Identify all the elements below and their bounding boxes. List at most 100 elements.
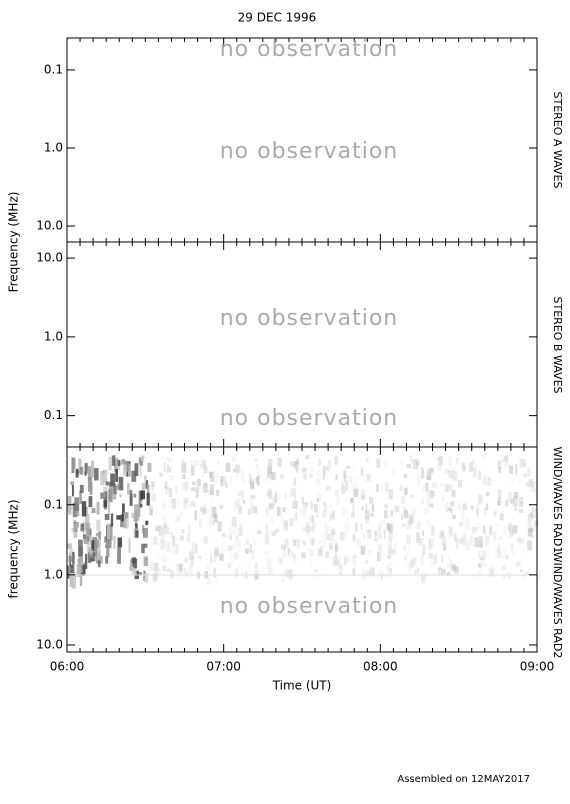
spectrogram-texture (527, 521, 532, 533)
spectrogram-texture (426, 469, 432, 481)
spectrogram-texture (416, 567, 420, 573)
spectrogram-texture (251, 478, 254, 488)
spectrogram-texture (232, 541, 238, 551)
spectrogram-texture (486, 503, 489, 511)
spectrogram-texture (162, 515, 167, 527)
spectrogram-texture (346, 554, 350, 563)
spectrogram-texture (254, 562, 258, 569)
spectrogram-texture (456, 457, 459, 464)
spectrogram-texture (532, 522, 536, 532)
spectrogram-texture (318, 458, 322, 466)
instrument-label: STEREO B WAVES (551, 297, 564, 394)
spectrogram-texture (461, 511, 466, 520)
spectrogram-texture (248, 473, 252, 481)
spectrogram-texture (512, 495, 518, 506)
spectrogram-texture (249, 498, 253, 507)
spectrogram-texture (241, 490, 244, 500)
spectrogram-texture (315, 478, 321, 485)
spectrogram-texture (312, 522, 316, 532)
spectrogram-texture (203, 483, 208, 487)
spectrogram-texture (438, 456, 443, 466)
spectrogram-texture (107, 500, 111, 515)
spectrogram-texture (352, 568, 356, 577)
spectrogram-texture (481, 550, 486, 559)
spectrogram-texture (286, 508, 290, 515)
spectrogram-texture (265, 551, 270, 562)
spectrogram-texture (238, 505, 242, 514)
spectrogram-texture (409, 560, 414, 569)
spectrogram-texture (116, 515, 121, 520)
spectrogram-texture (366, 529, 370, 533)
spectrogram-texture (96, 501, 100, 515)
spectrogram-texture (284, 492, 287, 499)
spectrogram-texture (518, 478, 522, 485)
spectrogram-texture (317, 494, 322, 502)
spectrogram-texture (448, 456, 452, 466)
spectrogram-texture (511, 479, 516, 487)
spectrogram-texture (485, 492, 490, 496)
spectrogram-texture (144, 475, 147, 481)
spectrogram-texture (498, 467, 501, 473)
spectrogram-texture (323, 501, 326, 505)
spectrogram-texture (201, 459, 207, 470)
spectrogram-texture (409, 494, 414, 499)
spectrogram-texture (355, 477, 359, 482)
spectrogram-texture (424, 507, 429, 514)
spectrogram-texture (138, 503, 141, 517)
spectrogram-texture (514, 502, 518, 511)
spectrogram-texture (79, 490, 82, 504)
spectrogram-texture (448, 457, 452, 468)
spectrogram-texture (116, 484, 120, 490)
spectrogram-texture (476, 522, 481, 529)
spectrogram-texture (384, 481, 389, 492)
no-observation-note: no observation (220, 139, 399, 164)
spectrogram-texture (166, 568, 171, 572)
spectrogram-texture (72, 458, 76, 469)
spectrogram-texture (281, 572, 285, 583)
spectrogram-texture (71, 527, 75, 533)
spectrogram-texture (289, 461, 294, 467)
spectrogram-texture (149, 486, 155, 498)
spectrogram-texture (498, 489, 502, 500)
spectrogram-texture (250, 481, 255, 490)
spectrogram-texture (421, 574, 426, 584)
spectrogram-texture (510, 548, 516, 553)
spectrogram-texture (303, 473, 307, 480)
spectrogram-texture (407, 563, 412, 573)
spectrogram-texture (413, 557, 417, 567)
spectrogram-texture (406, 474, 409, 480)
spectrogram-texture (462, 503, 467, 511)
spectrogram-texture (103, 469, 108, 483)
spectrogram-texture (461, 465, 466, 472)
spectrogram-texture (331, 510, 335, 520)
spectrogram-texture (242, 499, 246, 504)
spectrogram-texture (248, 508, 251, 515)
spectrogram-texture (411, 507, 416, 516)
spectrogram-texture (251, 533, 256, 541)
spectrogram-texture (319, 544, 325, 549)
spectrogram-texture (295, 468, 299, 473)
no-observation-note: no observation (220, 594, 399, 619)
spectrogram-texture (177, 499, 180, 507)
spectrogram-texture (117, 547, 121, 564)
y-tick-label: 0.1 (44, 497, 63, 511)
spectrogram-texture (384, 504, 388, 509)
spectrogram-texture (410, 455, 413, 462)
spectrogram-texture (437, 464, 442, 471)
spectrogram-texture (110, 473, 115, 487)
spectrogram-texture (330, 545, 333, 551)
spectrogram-texture (139, 504, 143, 508)
spectrogram-texture (229, 476, 233, 487)
spectrogram-texture (323, 470, 327, 477)
spectrogram-texture (385, 567, 389, 578)
spectrogram-texture (525, 482, 529, 487)
spectrogram-texture (180, 512, 183, 517)
spectrogram-texture (287, 548, 290, 557)
spectrogram-texture (197, 478, 201, 487)
spectrogram-texture (134, 463, 139, 477)
spectrogram-texture (426, 475, 431, 481)
spectrogram-texture (334, 544, 338, 552)
spectrogram-texture (183, 568, 187, 573)
spectrogram-texture (166, 467, 171, 473)
spectrogram-texture (106, 541, 110, 558)
